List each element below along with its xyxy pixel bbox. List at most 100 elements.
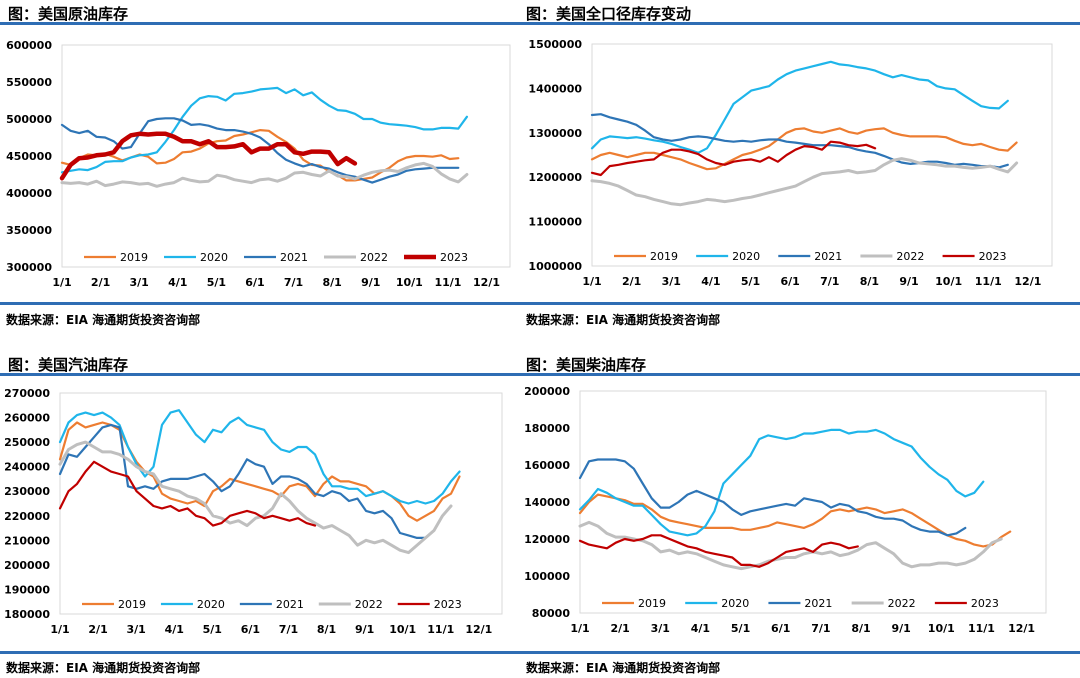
- x-tick-label: 10/1: [389, 623, 416, 636]
- y-tick-label: 1000000: [528, 260, 582, 273]
- x-tick-label: 4/1: [691, 622, 710, 635]
- x-tick-label: 12/1: [473, 276, 500, 289]
- series-line-2022: [590, 157, 1019, 207]
- x-tick-label: 3/1: [130, 276, 149, 289]
- x-tick-label: 1/1: [570, 622, 589, 635]
- footer-rule: [0, 302, 520, 305]
- x-tick-label: 1/1: [52, 276, 71, 289]
- y-tick-label: 160000: [524, 459, 570, 472]
- title-rule: [0, 373, 520, 376]
- diesel-chart: 80000 100000 120000 140000 160000 180000 20000…: [524, 385, 1047, 635]
- y-tick-label: 270000: [4, 387, 50, 400]
- crude-oil-chart: 300000 350000 400000 450000 500000 550000 6000…: [6, 39, 511, 289]
- legend-label-2019: 2019: [650, 250, 678, 263]
- y-tick-label: 1100000: [528, 216, 582, 229]
- y-tick-label: 180000: [4, 608, 50, 621]
- y-tick-label: 240000: [4, 461, 50, 474]
- legend-label-2021: 2021: [814, 250, 842, 263]
- y-tick-label: 190000: [4, 583, 50, 596]
- series-line-2023: [59, 131, 358, 181]
- legend-label-2023: 2023: [971, 597, 999, 610]
- legend-label-2021: 2021: [276, 598, 304, 611]
- footer-rule: [0, 651, 520, 654]
- x-tick-label: 3/1: [662, 275, 681, 288]
- legend-label-2022: 2022: [896, 250, 924, 263]
- legend-label-2019: 2019: [118, 598, 146, 611]
- series-line-2020: [578, 428, 985, 537]
- x-tick-label: 6/1: [241, 623, 260, 636]
- x-tick-label: 9/1: [891, 622, 910, 635]
- y-tick-label: 500000: [6, 113, 52, 126]
- series-line-2019: [578, 493, 1012, 548]
- y-tick-label: 230000: [4, 485, 50, 498]
- data-source: 数据来源：EIA 海通期货投资咨询部: [526, 313, 721, 327]
- series-line-2023: [58, 460, 317, 527]
- x-tick-label: 11/1: [968, 622, 995, 635]
- x-tick-label: 3/1: [651, 622, 670, 635]
- y-tick-label: 1500000: [528, 38, 582, 51]
- plot-area: [59, 392, 503, 615]
- y-tick-label: 450000: [6, 150, 52, 163]
- y-tick-label: 550000: [6, 76, 52, 89]
- legend-label-2021: 2021: [804, 597, 832, 610]
- y-tick-label: 400000: [6, 187, 52, 200]
- legend-label-2023: 2023: [440, 251, 468, 264]
- y-tick-label: 200000: [524, 385, 570, 398]
- series-line-2022: [60, 161, 469, 188]
- y-tick-label: 300000: [6, 261, 52, 274]
- y-tick-label: 140000: [524, 496, 570, 509]
- series-line-2020: [58, 409, 461, 505]
- x-tick-label: 7/1: [279, 623, 298, 636]
- series-line-2020: [60, 86, 468, 174]
- chart-title: 图：美国全口径库存变动: [526, 5, 692, 23]
- legend-label-2022: 2022: [360, 251, 388, 264]
- title-rule: [520, 373, 1080, 376]
- series-line-2022: [578, 520, 1003, 571]
- x-tick-label: 9/1: [899, 275, 918, 288]
- title-rule: [520, 22, 1080, 25]
- legend-label-2020: 2020: [197, 598, 225, 611]
- series-line-2022: [58, 440, 453, 555]
- plot-area: [591, 43, 1053, 267]
- gasoline-chart: 180000 190000 200000 210000 220000 230000 2400…: [4, 387, 503, 636]
- x-tick-label: 10/1: [935, 275, 962, 288]
- y-tick-label: 250000: [4, 436, 50, 449]
- x-tick-label: 2/1: [622, 275, 641, 288]
- y-tick-label: 1300000: [528, 127, 582, 140]
- x-tick-label: 5/1: [741, 275, 760, 288]
- x-tick-label: 7/1: [811, 622, 830, 635]
- x-tick-label: 1/1: [582, 275, 601, 288]
- x-tick-label: 11/1: [427, 623, 454, 636]
- legend-label-2020: 2020: [732, 250, 760, 263]
- x-tick-label: 7/1: [284, 276, 303, 289]
- data-source: 数据来源：EIA 海通期货投资咨询部: [526, 661, 721, 675]
- y-tick-label: 120000: [524, 533, 570, 546]
- y-tick-label: 1400000: [528, 82, 582, 95]
- x-tick-label: 11/1: [975, 275, 1002, 288]
- series-line-2020: [590, 60, 1009, 154]
- x-tick-label: 5/1: [203, 623, 222, 636]
- x-tick-label: 7/1: [820, 275, 839, 288]
- y-tick-label: 220000: [4, 510, 50, 523]
- y-tick-label: 350000: [6, 224, 52, 237]
- x-tick-label: 8/1: [317, 623, 336, 636]
- x-tick-label: 6/1: [245, 276, 264, 289]
- x-tick-label: 10/1: [928, 622, 955, 635]
- legend-label-2022: 2022: [888, 597, 916, 610]
- x-tick-label: 8/1: [322, 276, 341, 289]
- x-tick-label: 4/1: [165, 623, 184, 636]
- x-tick-label: 4/1: [168, 276, 187, 289]
- series-line-2021: [590, 113, 1009, 169]
- x-tick-label: 10/1: [396, 276, 423, 289]
- x-tick-label: 6/1: [780, 275, 799, 288]
- series-line-2021: [60, 117, 460, 184]
- chart-title: 图：美国汽油库存: [8, 356, 129, 374]
- title-rule: [0, 22, 520, 25]
- x-tick-label: 8/1: [860, 275, 879, 288]
- x-tick-label: 3/1: [126, 623, 145, 636]
- legend-label-2023: 2023: [979, 250, 1007, 263]
- data-source: 数据来源：EIA 海通期货投资咨询部: [6, 661, 201, 675]
- legend-label-2022: 2022: [355, 598, 383, 611]
- legend-label-2021: 2021: [280, 251, 308, 264]
- footer-rule: [520, 302, 1080, 305]
